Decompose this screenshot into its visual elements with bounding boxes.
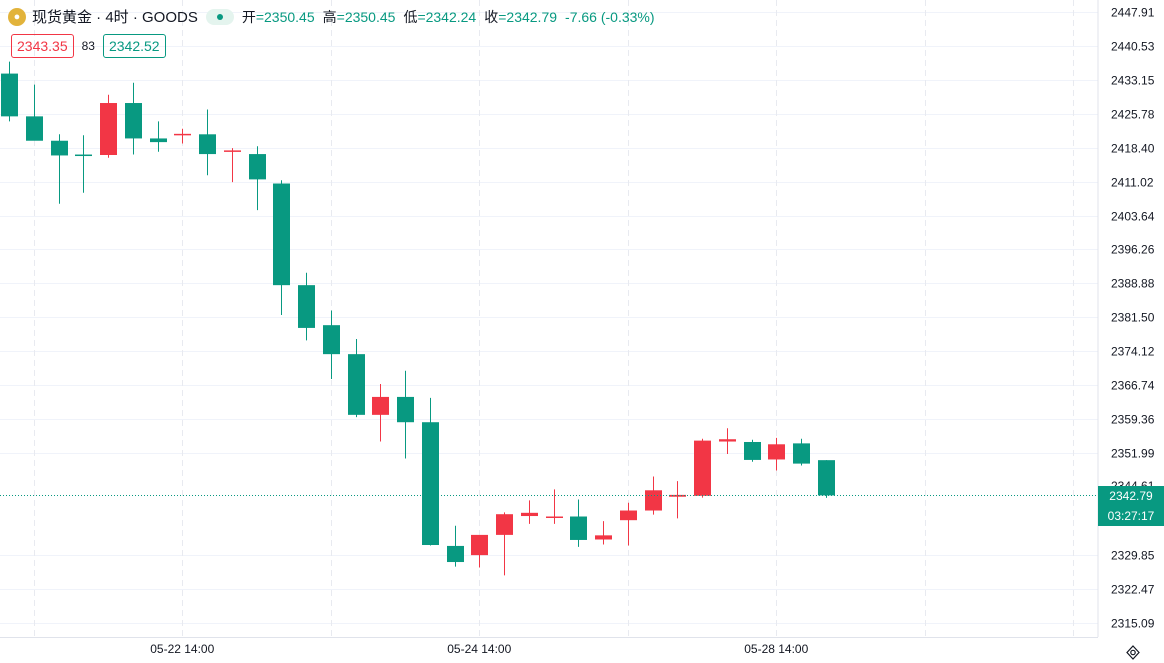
candle-body xyxy=(100,103,117,155)
price-tick-label: 2447.91 xyxy=(1111,6,1155,20)
price-tick-label: 2329.85 xyxy=(1111,549,1155,563)
price-tick-label: 2418.40 xyxy=(1111,142,1155,156)
candle-body xyxy=(570,516,587,540)
ohlc-low-label: 低 xyxy=(403,8,418,25)
candle-body xyxy=(496,514,513,535)
price-tick-label: 2351.99 xyxy=(1111,447,1155,461)
candle-body xyxy=(546,516,563,518)
price-tick-label: 2374.12 xyxy=(1111,345,1155,359)
price-tick-label: 2381.50 xyxy=(1111,311,1155,325)
time-tick-label: 05-28 14:00 xyxy=(744,642,808,656)
price-tick-label: 2433.15 xyxy=(1111,74,1155,88)
ohlc-high: 高=2350.45 xyxy=(323,7,396,27)
time-tick-label: 05-24 14:00 xyxy=(447,642,511,656)
ohlc-close: 收=2342.79 xyxy=(484,7,557,27)
price-tick-label: 2396.26 xyxy=(1111,243,1155,257)
candle-body xyxy=(75,154,92,157)
price-tick-label: 2403.64 xyxy=(1111,210,1155,224)
trade-buttons: 2343.35 83 2342.52 xyxy=(11,34,166,58)
candle-body xyxy=(521,512,538,517)
last-price-label: 2342.79 xyxy=(1098,485,1164,506)
ohlc-open: 开=2350.45 xyxy=(242,7,315,27)
candle-body xyxy=(595,535,612,540)
bar-countdown-label: 03:27:17 xyxy=(1098,505,1164,526)
gold-coin-icon[interactable]: ● xyxy=(8,7,26,26)
ohlc-high-label: 高 xyxy=(322,8,337,25)
price-tick-label: 2440.53 xyxy=(1111,40,1155,54)
candle-body xyxy=(372,396,389,415)
candle-body xyxy=(199,134,216,155)
ohlc-high-value: =2350.45 xyxy=(336,8,396,25)
candle-body xyxy=(447,545,464,563)
ohlc-open-value: =2350.45 xyxy=(255,8,315,25)
candle-body xyxy=(26,116,43,141)
ohlc-open-label: 开 xyxy=(241,8,256,25)
candle-body xyxy=(348,354,365,415)
price-axis-bg xyxy=(1098,0,1164,663)
candle-body xyxy=(694,440,711,496)
ohlc-low-value: =2342.24 xyxy=(417,8,477,25)
symbol-legend: ● 现货黄金 · 4时 · GOODS 开=2350.45 高=2350.45 … xyxy=(8,6,655,27)
spread-value: 83 xyxy=(81,39,95,53)
grid-lines xyxy=(0,0,1098,637)
candle-body xyxy=(224,150,241,152)
live-dot-icon xyxy=(216,13,223,20)
symbol-title[interactable]: 现货黄金 · 4时 · GOODS xyxy=(32,9,198,26)
price-tick-label: 2366.74 xyxy=(1111,379,1155,393)
candle-body xyxy=(422,422,439,546)
candle-body xyxy=(620,510,637,521)
candles xyxy=(1,61,835,576)
price-change: -7.66 (-0.33%) xyxy=(565,8,655,25)
price-tick-label: 2425.78 xyxy=(1111,108,1155,122)
candle-body xyxy=(744,441,761,460)
settings-icon[interactable] xyxy=(1124,644,1142,662)
candle-body xyxy=(793,443,810,464)
candle-body xyxy=(174,133,191,136)
candle-body xyxy=(768,444,785,460)
price-tick-label: 2322.47 xyxy=(1111,583,1155,597)
time-tick-label: 05-22 14:00 xyxy=(150,642,214,656)
price-axis-ticks[interactable]: 2447.91 2440.53 2433.15 2425.78 2418.40 2411.… xyxy=(1111,6,1155,631)
price-tick-label: 2388.88 xyxy=(1111,277,1155,291)
ohlc-close-value: =2342.79 xyxy=(498,8,558,25)
candle-body xyxy=(471,534,488,556)
time-axis-ticks[interactable]: 05-22 14:00 05-24 14:00 05-28 14:00 xyxy=(150,642,808,656)
candle-body xyxy=(298,285,315,328)
price-tick-label: 2359.36 xyxy=(1111,413,1155,427)
buy-button[interactable]: 2342.52 xyxy=(102,34,166,58)
ohlc-close-label: 收 xyxy=(484,8,499,25)
candle-body xyxy=(51,140,68,156)
candle-body xyxy=(125,103,142,139)
candle-body xyxy=(249,154,266,180)
candle-body xyxy=(150,138,167,143)
candle-body xyxy=(273,183,290,286)
candle-body xyxy=(323,325,340,355)
candle-body xyxy=(1,73,18,117)
candle-body xyxy=(397,396,414,423)
candle-body xyxy=(669,494,686,497)
sell-button[interactable]: 2343.35 xyxy=(11,34,74,58)
candle-body xyxy=(818,460,835,496)
price-tick-label: 2411.02 xyxy=(1111,176,1154,190)
candle-body xyxy=(645,490,662,511)
market-open-indicator[interactable] xyxy=(205,8,234,25)
candle-body xyxy=(719,439,736,442)
ohlc-low: 低=2342.24 xyxy=(403,7,476,27)
price-tick-label: 2315.09 xyxy=(1111,617,1155,631)
